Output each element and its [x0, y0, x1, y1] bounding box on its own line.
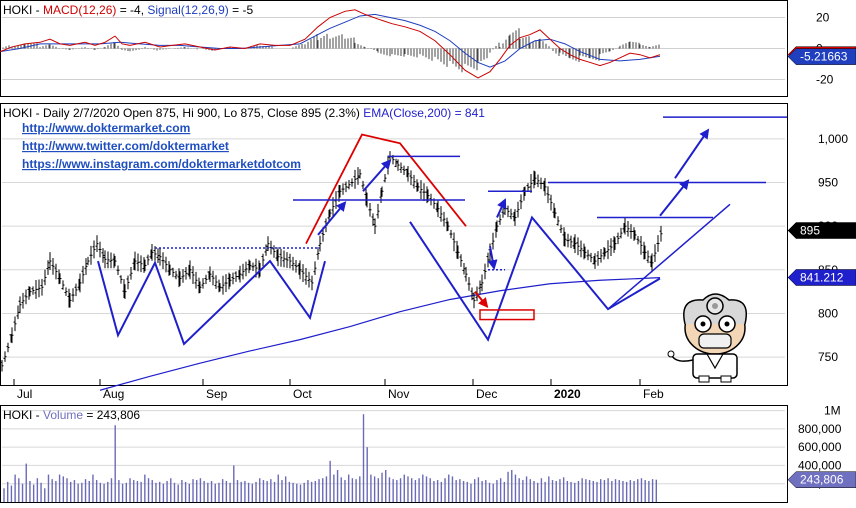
ema-value-tag: 841.212	[800, 270, 844, 284]
volume-y-tick-label: 400,000	[798, 458, 842, 472]
x-tick-label: Nov	[388, 387, 409, 401]
support-box	[479, 309, 535, 321]
up-arrow	[674, 128, 710, 179]
volume-y-tick-label: 600,000	[798, 440, 842, 454]
price-title: HOKI - Daily 2/7/2020 Open 875, Hi 900, …	[3, 106, 485, 120]
macd-panel-frame	[0, 0, 788, 97]
x-tick-label: Oct	[293, 387, 312, 401]
macd-lines	[0, 9, 661, 79]
x-tick-label: 2020	[554, 387, 581, 401]
up-arrow	[362, 159, 392, 192]
price-y-tick-label: 950	[818, 176, 838, 190]
price-layer	[0, 151, 663, 391]
price-close-tag-shape	[787, 222, 856, 239]
zigzag-pattern-left	[97, 259, 326, 346]
macd-grid	[2, 17, 785, 80]
price-panel-frame	[0, 103, 788, 386]
instagram-link[interactable]: https://www.instagram.com/doktermarketdo…	[22, 157, 301, 171]
macd-y-tick-label: 20	[816, 11, 830, 25]
price-close-tag: 895	[800, 224, 820, 238]
twitter-link[interactable]: http://www.twitter.com/doktermarket	[22, 139, 229, 153]
x-tick-label: Dec	[476, 387, 497, 401]
down-arrow	[474, 290, 489, 309]
macd-y-tick-label: -20	[816, 73, 834, 87]
volume-y-tick-label: 800,000	[798, 422, 842, 436]
volume-grid	[2, 410, 785, 485]
price-y-tick-label: 800	[818, 306, 838, 320]
up-arrow	[659, 179, 690, 217]
volume-bars	[3, 414, 657, 502]
price-y-tick-label: 1,000	[818, 132, 848, 146]
volume-title: HOKI - Volume = 243,806	[3, 408, 140, 422]
x-tick-label: Feb	[643, 387, 664, 401]
macd-title: HOKI - MACD(12,26) = -4, Signal(12,26,9)…	[3, 3, 253, 17]
up-arrow	[496, 198, 507, 218]
uptrend-line	[607, 203, 731, 310]
signal-line	[0, 13, 661, 68]
x-tick-label: Sep	[206, 387, 228, 401]
volume-value-tag-shape	[787, 471, 856, 488]
x-tick-label: Aug	[103, 387, 124, 401]
ema-line	[99, 277, 661, 391]
macd-line	[0, 9, 661, 79]
annotation-layer	[97, 116, 787, 346]
axis-labels: 200-201,000950900850800750JulAugSepOctNo…	[17, 11, 848, 491]
price-grid	[2, 138, 785, 385]
website-link[interactable]: http://www.doktermarket.com	[22, 121, 190, 135]
macd-histogram	[2, 28, 660, 73]
x-tick-label: Jul	[17, 387, 32, 401]
ema-value-tag-shape	[787, 269, 856, 286]
price-y-tick-label: 750	[818, 350, 838, 364]
doctor-mascot-icon	[667, 293, 747, 383]
zigzag-pattern-right	[409, 215, 661, 342]
volume-panel-frame	[0, 405, 788, 503]
up-arrow	[317, 201, 347, 236]
signal-value-tag-shape	[787, 48, 856, 65]
volume-y-tick-label: 1M	[824, 404, 841, 418]
double-top-outline	[305, 133, 467, 245]
signal-value-tag: -5.21663	[800, 50, 848, 64]
volume-value-tag: 243,806	[800, 473, 844, 487]
up-arrow	[487, 246, 498, 271]
